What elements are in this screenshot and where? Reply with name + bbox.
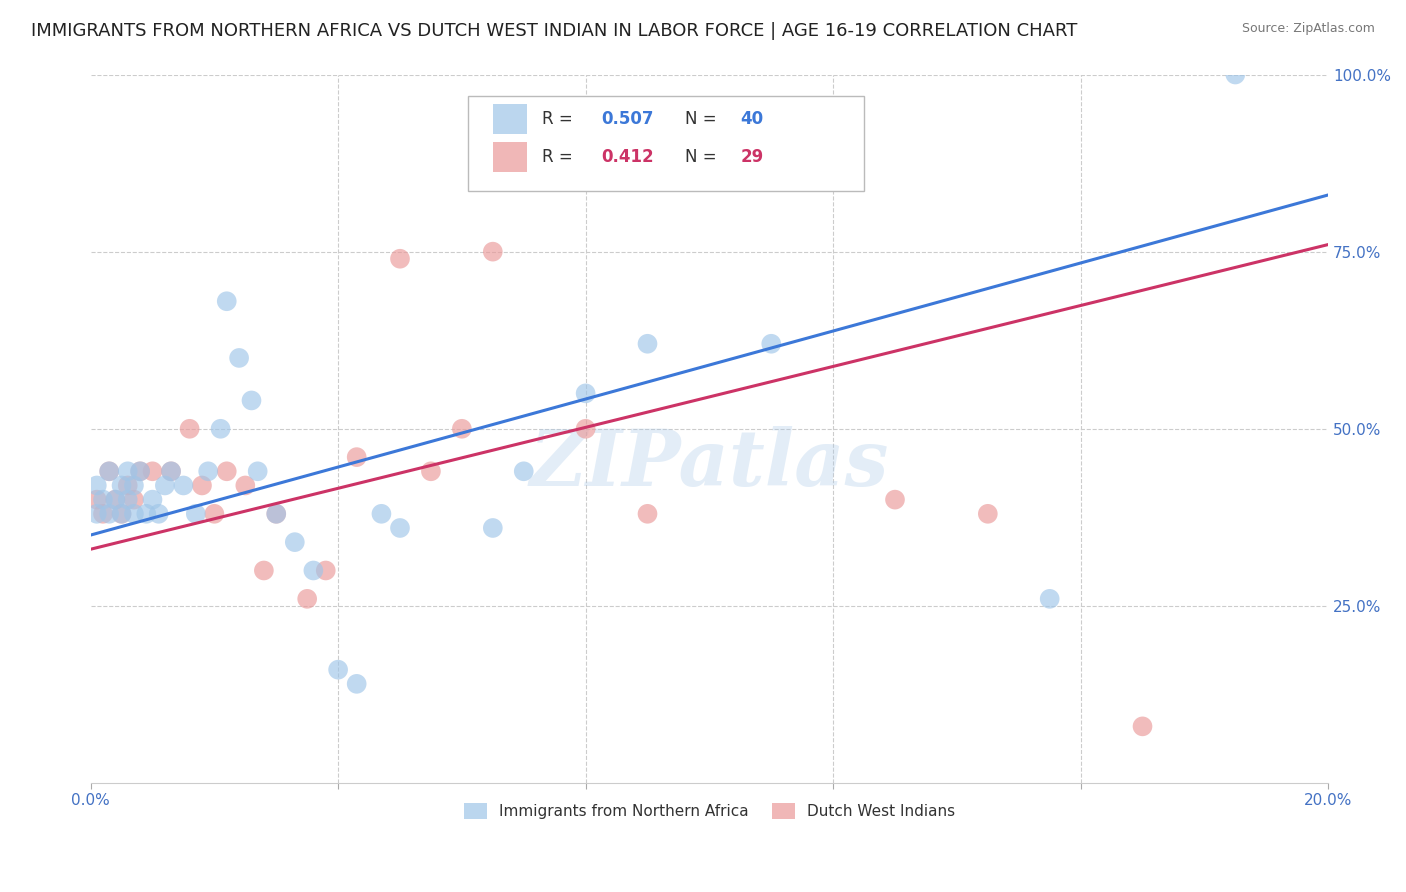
Point — [388, 521, 411, 535]
Point — [86, 478, 108, 492]
Text: 0.507: 0.507 — [602, 110, 654, 128]
Point — [160, 464, 183, 478]
Point — [179, 422, 201, 436]
Point — [575, 422, 598, 436]
Point — [370, 507, 392, 521]
Point — [110, 507, 132, 521]
Point — [315, 564, 337, 578]
FancyBboxPatch shape — [494, 143, 527, 172]
Point — [117, 464, 139, 478]
Text: R =: R = — [543, 148, 578, 166]
Text: IMMIGRANTS FROM NORTHERN AFRICA VS DUTCH WEST INDIAN IN LABOR FORCE | AGE 16-19 : IMMIGRANTS FROM NORTHERN AFRICA VS DUTCH… — [31, 22, 1077, 40]
Point — [884, 492, 907, 507]
Point — [141, 492, 163, 507]
Point — [482, 244, 505, 259]
Point — [104, 492, 127, 507]
Text: 40: 40 — [741, 110, 763, 128]
Point — [117, 492, 139, 507]
Point — [1132, 719, 1154, 733]
Point — [104, 492, 127, 507]
Point — [637, 507, 659, 521]
Point — [86, 492, 108, 507]
Point — [91, 492, 114, 507]
Point — [148, 507, 170, 521]
Point — [240, 393, 263, 408]
Point — [153, 478, 176, 492]
Point — [129, 464, 152, 478]
Text: 0.412: 0.412 — [602, 148, 654, 166]
Text: Source: ZipAtlas.com: Source: ZipAtlas.com — [1241, 22, 1375, 36]
Point — [184, 507, 207, 521]
Point — [284, 535, 307, 549]
Point — [482, 521, 505, 535]
Point — [326, 663, 349, 677]
Point — [302, 564, 325, 578]
Point — [129, 464, 152, 478]
Point — [141, 464, 163, 478]
Point — [91, 507, 114, 521]
Point — [228, 351, 250, 365]
Point — [98, 507, 121, 521]
Point — [135, 507, 157, 521]
Text: ZIPatlas: ZIPatlas — [530, 426, 889, 502]
Point — [215, 294, 238, 309]
Point — [233, 478, 256, 492]
Point — [264, 507, 287, 521]
Point — [86, 507, 108, 521]
Point — [346, 677, 368, 691]
Point — [388, 252, 411, 266]
Point — [110, 507, 132, 521]
Point — [172, 478, 194, 492]
Point — [451, 422, 474, 436]
Text: R =: R = — [543, 110, 578, 128]
Point — [264, 507, 287, 521]
Text: N =: N = — [685, 110, 721, 128]
Point — [122, 507, 145, 521]
Point — [1039, 591, 1062, 606]
Point — [295, 591, 318, 606]
Legend: Immigrants from Northern Africa, Dutch West Indians: Immigrants from Northern Africa, Dutch W… — [458, 797, 960, 825]
Point — [209, 422, 232, 436]
Point — [253, 564, 276, 578]
Point — [419, 464, 441, 478]
Point — [637, 336, 659, 351]
Point — [977, 507, 1000, 521]
Point — [98, 464, 121, 478]
Point — [122, 492, 145, 507]
Text: 29: 29 — [741, 148, 763, 166]
Point — [761, 336, 783, 351]
Point — [160, 464, 183, 478]
FancyBboxPatch shape — [468, 95, 865, 192]
Point — [191, 478, 214, 492]
Point — [98, 464, 121, 478]
Point — [246, 464, 269, 478]
FancyBboxPatch shape — [494, 104, 527, 134]
Point — [575, 386, 598, 401]
Point — [513, 464, 536, 478]
Point — [202, 507, 225, 521]
Point — [117, 478, 139, 492]
Point — [197, 464, 219, 478]
Point — [346, 450, 368, 464]
Text: N =: N = — [685, 148, 721, 166]
Point — [110, 478, 132, 492]
Point — [215, 464, 238, 478]
Point — [1225, 68, 1247, 82]
Point — [122, 478, 145, 492]
